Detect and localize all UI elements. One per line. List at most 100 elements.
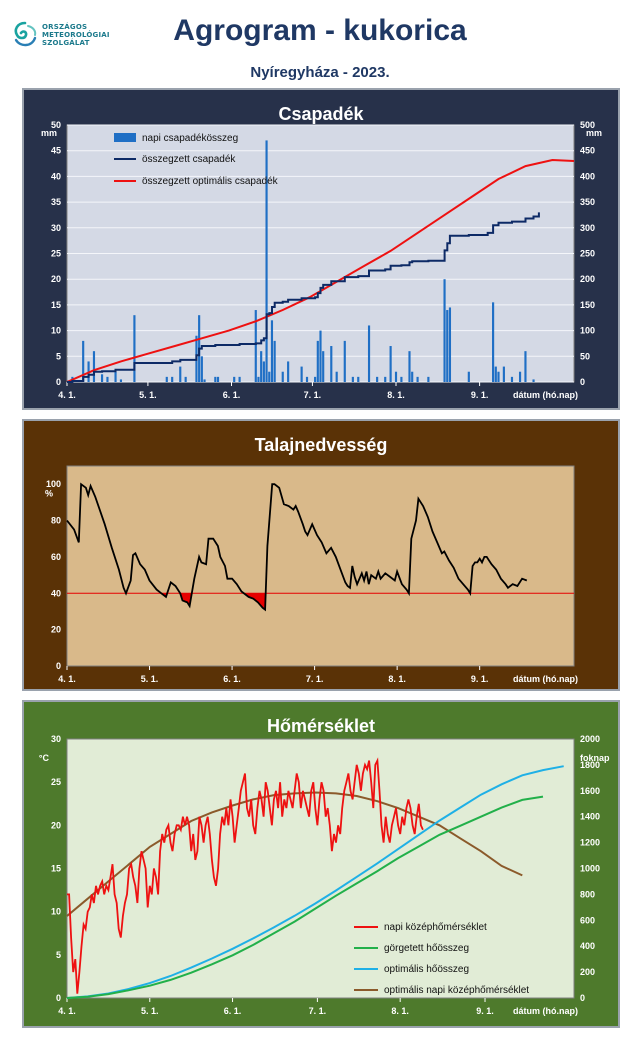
soil-ytick: 0: [56, 661, 61, 671]
temp-ytick-right: 1800: [580, 760, 600, 770]
precip-ytick-left: 30: [51, 223, 61, 233]
precip-bar: [389, 346, 392, 382]
precip-bar: [367, 325, 371, 382]
precip-bar: [203, 379, 206, 382]
temp-xtick: 6. 1.: [224, 1006, 242, 1016]
precip-bar: [184, 376, 187, 382]
precip-xtick: 7. 1.: [304, 390, 322, 400]
soil-ytick: 60: [51, 552, 61, 562]
temperature-panel: Hőmérséklet 0 5 10 15 20 25 30 0 200 400 600 800 100…: [22, 700, 620, 1028]
precip-bar: [165, 376, 168, 382]
legend-label: optimális hőösszeg: [384, 964, 469, 975]
precip-ytick-left: 35: [51, 197, 61, 207]
precip-ylabel-left: mm: [41, 128, 57, 138]
soil-moisture-chart: Talajnedvesség 0 20 40 60 80 100% 4. 1. 5. 1. 6.…: [24, 421, 618, 689]
precip-bar: [416, 376, 419, 382]
soil-deficit-area: [243, 593, 266, 610]
logo-line3: SZOLGÁLAT: [42, 39, 90, 47]
precip-bar: [314, 376, 317, 382]
soil-chart-title: Talajnedvesség: [255, 435, 388, 455]
soil-xtick: 9. 1.: [471, 674, 489, 684]
temp-ytick-left: 20: [51, 820, 61, 830]
precip-bar: [400, 376, 403, 382]
temperature-chart: Hőmérséklet 0 5 10 15 20 25 30 0 200 400 600 800 100…: [24, 702, 618, 1026]
precip-ytick-right: 100: [580, 326, 595, 336]
temp-ytick-right: 2000: [580, 734, 600, 744]
temp-plot-area: [66, 738, 575, 999]
precip-ytick-left: 10: [51, 326, 61, 336]
precip-ytick-right: 0: [580, 377, 585, 387]
temp-ytick-left: 25: [51, 777, 61, 787]
temp-ytick-left: 30: [51, 734, 61, 744]
precip-bar: [254, 310, 257, 382]
precip-bar: [510, 376, 514, 382]
optimal-cumulative-line: [66, 158, 575, 383]
legend-label: napi csapadékösszeg: [142, 133, 238, 144]
legend-label: összegzett optimális csapadék: [142, 176, 279, 187]
temp-ytick-right: 1200: [580, 838, 600, 848]
soil-plot-area: [66, 465, 575, 667]
precip-bar: [427, 376, 430, 382]
precip-bar: [351, 376, 354, 382]
legend-swatch-bar: [114, 133, 136, 142]
precip-bar: [200, 356, 203, 382]
precip-bar: [330, 346, 333, 382]
daily-mean-temp-line: [67, 757, 424, 994]
precip-bar: [287, 361, 290, 382]
precip-ytick-right: 350: [580, 197, 595, 207]
precip-bar: [305, 376, 309, 382]
temp-ytick-left: 10: [51, 907, 61, 917]
temp-marks: 0 5 10 15 20 25 30 0 200 400 600 800 1000 1200 1400 160…: [39, 734, 610, 1016]
precip-bar: [494, 366, 497, 382]
temp-xtick: 9. 1.: [476, 1006, 494, 1016]
precip-bar: [300, 366, 303, 382]
precip-bar: [411, 371, 414, 382]
soil-moisture-panel: Talajnedvesség 0 20 40 60 80 100% 4. 1. 5. 1. 6.…: [22, 419, 620, 691]
soil-xtick: 6. 1.: [223, 674, 241, 684]
logo-text: ORSZÁGOS METEOROLÓGIAI SZOLGÁLAT: [42, 23, 110, 47]
rolling-heat-sum-line: [66, 795, 544, 999]
soil-deficit-area: [180, 593, 192, 606]
precip-bar: [335, 371, 338, 382]
temp-ytick-right: 1000: [580, 864, 600, 874]
precip-xlabel: dátum (hó.nap): [513, 390, 578, 400]
precip-bar: [357, 376, 360, 382]
precip-bar: [214, 376, 217, 382]
precipitation-panel: Csapadék 0 5 10 15 20 25 30 35 40 45 50 0 50 100 150 20…: [22, 88, 620, 410]
precip-ytick-left: 25: [51, 249, 61, 259]
precip-bar: [233, 376, 236, 382]
temp-ytick-left: 15: [51, 864, 61, 874]
precip-chart-title: Csapadék: [278, 104, 364, 124]
soil-xtick: 7. 1.: [306, 674, 324, 684]
temp-xtick: 5. 1.: [141, 1006, 159, 1016]
precip-ytick-left: 15: [51, 300, 61, 310]
temp-xtick: 4. 1.: [58, 1006, 76, 1016]
temp-chart-title: Hőmérséklet: [267, 716, 375, 736]
precip-ytick-left: 50: [51, 120, 61, 130]
precip-bar: [106, 376, 109, 382]
precip-bar: [446, 310, 449, 382]
temp-ytick-right: 0: [580, 993, 585, 1003]
soil-xtick: 4. 1.: [58, 674, 76, 684]
soil-xtick: 5. 1.: [141, 674, 159, 684]
precip-bar: [92, 351, 96, 382]
precip-bar: [322, 351, 325, 382]
precip-ytick-right: 300: [580, 223, 595, 233]
precip-bar: [316, 340, 319, 382]
cumulative-precip-line: [67, 212, 540, 383]
precip-xtick: 5. 1.: [139, 390, 157, 400]
precip-bar: [179, 366, 182, 382]
page-subtitle: Nyíregyháza - 2023.: [250, 64, 390, 81]
precip-bar: [257, 376, 260, 382]
soil-xtick: 8. 1.: [388, 674, 406, 684]
precip-ytick-right: 400: [580, 171, 595, 181]
temp-ytick-right: 800: [580, 889, 595, 899]
logo-line2: METEOROLÓGIAI: [42, 31, 110, 39]
temp-ytick-right: 200: [580, 967, 595, 977]
precip-marks: 0510152025303540455005010015020025030035…: [41, 120, 602, 400]
precip-bar: [443, 279, 446, 382]
optimal-heat-sum-line: [66, 765, 564, 999]
precip-bar: [319, 330, 322, 382]
precip-bar: [467, 371, 470, 382]
precip-ytick-right: 150: [580, 300, 595, 310]
